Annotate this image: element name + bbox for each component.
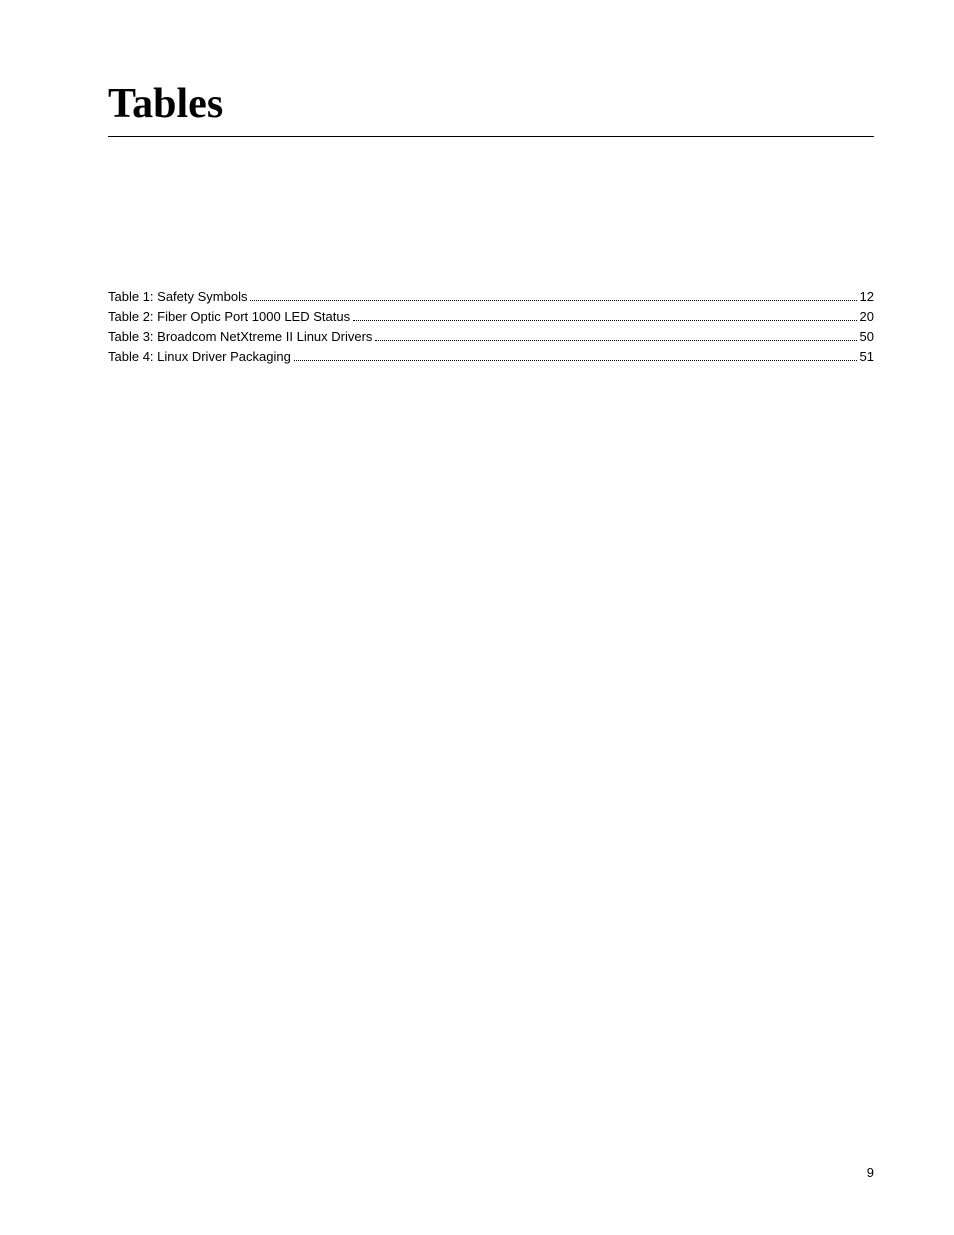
document-page: Tables Table 1: Safety Symbols 12 Table … xyxy=(0,0,954,368)
toc-leader xyxy=(353,320,856,321)
title-rule xyxy=(108,136,874,137)
toc-entry-page: 12 xyxy=(860,287,874,307)
toc-entry-page: 20 xyxy=(860,307,874,327)
toc-entry[interactable]: Table 2: Fiber Optic Port 1000 LED Statu… xyxy=(108,307,874,327)
toc-entry-page: 50 xyxy=(860,327,874,347)
toc-list: Table 1: Safety Symbols 12 Table 2: Fibe… xyxy=(108,287,874,368)
toc-entry-label: Table 2: Fiber Optic Port 1000 LED Statu… xyxy=(108,307,350,327)
toc-entry-label: Table 4: Linux Driver Packaging xyxy=(108,347,291,367)
toc-leader xyxy=(375,340,856,341)
page-title: Tables xyxy=(108,80,874,128)
toc-entry[interactable]: Table 4: Linux Driver Packaging 51 xyxy=(108,347,874,367)
toc-leader xyxy=(250,300,856,301)
toc-entry[interactable]: Table 3: Broadcom NetXtreme II Linux Dri… xyxy=(108,327,874,347)
toc-entry-page: 51 xyxy=(860,347,874,367)
toc-entry-label: Table 1: Safety Symbols xyxy=(108,287,247,307)
toc-leader xyxy=(294,360,857,361)
toc-entry[interactable]: Table 1: Safety Symbols 12 xyxy=(108,287,874,307)
toc-entry-label: Table 3: Broadcom NetXtreme II Linux Dri… xyxy=(108,327,372,347)
page-number: 9 xyxy=(867,1165,874,1180)
